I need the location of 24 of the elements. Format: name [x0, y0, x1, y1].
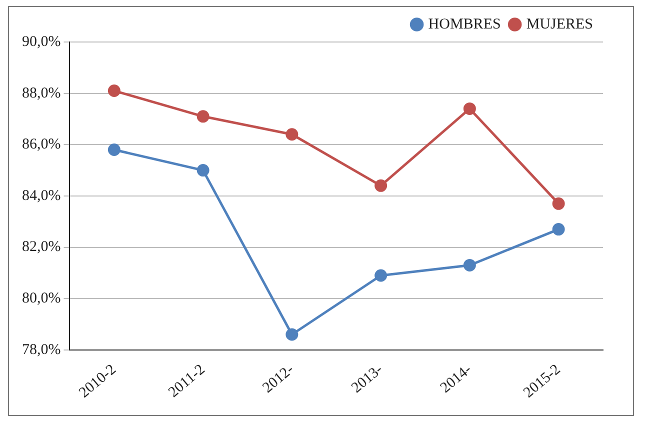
- y-tick-label: 80,0%: [22, 290, 61, 307]
- x-tick-label: 2013-: [348, 362, 386, 396]
- point: [196, 164, 210, 177]
- x-tick-label: 2012-: [260, 362, 298, 396]
- point: [196, 110, 210, 123]
- y-tick-label: 90,0%: [22, 34, 61, 50]
- point: [463, 258, 476, 272]
- point: [108, 84, 120, 97]
- point: [286, 128, 298, 141]
- point: [286, 328, 298, 341]
- point: [552, 197, 565, 210]
- y-tick-label: 88,0%: [22, 85, 61, 102]
- point: [463, 102, 476, 115]
- point: [108, 144, 120, 156]
- legend-label: MUJERES: [526, 16, 594, 32]
- y-tick-label: 78,0%: [22, 342, 61, 358]
- y-tick-label: 84,0%: [22, 188, 61, 204]
- y-tick-label: 82,0%: [22, 239, 61, 256]
- x-tick-label: 2014-: [438, 362, 475, 396]
- y-tick-label: 86,0%: [22, 136, 61, 153]
- point: [552, 223, 565, 236]
- point: [374, 269, 388, 282]
- point: [374, 179, 388, 192]
- legend-label: HOMBRES: [428, 16, 501, 32]
